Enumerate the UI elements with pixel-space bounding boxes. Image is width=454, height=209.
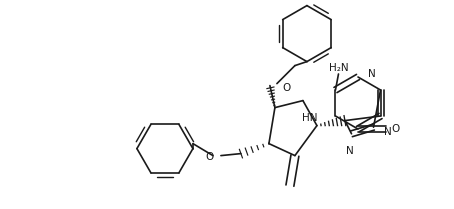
Text: HN: HN xyxy=(302,113,317,123)
Text: H₂N: H₂N xyxy=(329,63,348,73)
Text: O: O xyxy=(282,83,290,93)
Text: N: N xyxy=(384,127,391,137)
Text: O: O xyxy=(392,124,400,134)
Text: N: N xyxy=(368,69,376,79)
Text: N: N xyxy=(345,146,353,156)
Text: O: O xyxy=(206,152,214,162)
